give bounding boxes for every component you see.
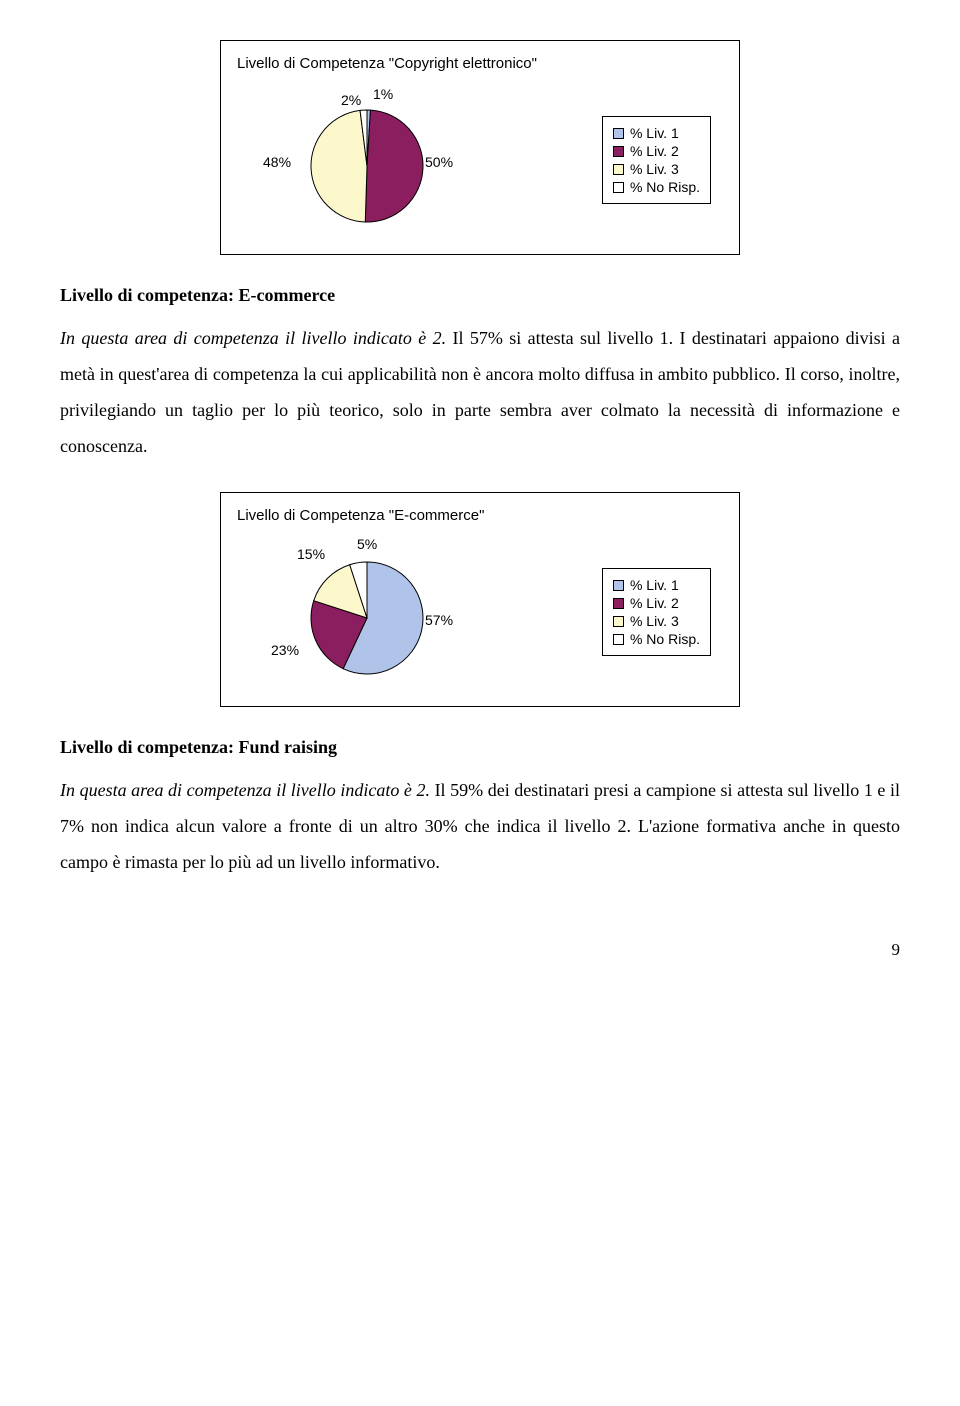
legend-row: % Liv. 1 (613, 125, 700, 141)
page-number: 9 (60, 940, 900, 960)
legend-swatch (613, 164, 624, 175)
legend-label: % No Risp. (630, 631, 700, 647)
pie-data-label: 50% (425, 154, 453, 170)
chart-body: 1%2%50%48% % Liv. 1% Liv. 2% Liv. 3% No … (237, 90, 723, 230)
pie-data-label: 2% (341, 92, 361, 108)
pie-data-label: 57% (425, 612, 453, 628)
legend-swatch (613, 580, 624, 591)
legend-row: % Liv. 1 (613, 577, 700, 593)
lead-sentence: In questa area di competenza il livello … (60, 328, 446, 348)
legend-row: % Liv. 3 (613, 613, 700, 629)
legend-label: % Liv. 1 (630, 125, 679, 141)
legend-label: % Liv. 2 (630, 143, 679, 159)
legend-1: % Liv. 1 % Liv. 2 % Liv. 3 % No Risp. (602, 116, 711, 204)
legend-swatch (613, 128, 624, 139)
legend-swatch (613, 146, 624, 157)
legend-swatch (613, 182, 624, 193)
pie-slice (311, 110, 367, 222)
legend-label: % Liv. 2 (630, 595, 679, 611)
legend-row: % Liv. 3 (613, 161, 700, 177)
section-heading-ecommerce: Livello di competenza: E-commerce (60, 285, 900, 306)
legend-row: % No Risp. (613, 631, 700, 647)
section-paragraph-ecommerce: In questa area di competenza il livello … (60, 320, 900, 464)
pie-slice (365, 110, 423, 222)
legend-swatch (613, 616, 624, 627)
legend-label: % Liv. 1 (630, 577, 679, 593)
legend-row: % Liv. 2 (613, 595, 700, 611)
section-heading-fundraising: Livello di competenza: Fund raising (60, 737, 900, 758)
legend-swatch (613, 634, 624, 645)
pie-data-label: 23% (271, 642, 299, 658)
legend-2: % Liv. 1 % Liv. 2 % Liv. 3 % No Risp. (602, 568, 711, 656)
pie-data-label: 5% (357, 536, 377, 552)
legend-row: % Liv. 2 (613, 143, 700, 159)
legend-label: % Liv. 3 (630, 613, 679, 629)
legend-swatch (613, 598, 624, 609)
pie-wrap-2: 5%15%23%57% (277, 542, 457, 682)
chart-body: 5%15%23%57% % Liv. 1 % Liv. 2 % Liv. 3 % No… (237, 542, 723, 682)
chart-ecommerce: Livello di Competenza "E-commerce" 5%15%… (220, 492, 740, 707)
legend-label: % Liv. 3 (630, 161, 679, 177)
pie-data-label: 15% (297, 546, 325, 562)
chart-title: Livello di Competenza "E-commerce" (237, 507, 723, 524)
legend-label: % No Risp. (630, 179, 700, 195)
section-paragraph-fundraising: In questa area di competenza il livello … (60, 772, 900, 880)
pie-data-label: 1% (373, 86, 393, 102)
lead-sentence: In questa area di competenza il livello … (60, 780, 430, 800)
legend-row: % No Risp. (613, 179, 700, 195)
pie-wrap-1: 1%2%50%48% (277, 90, 457, 230)
chart-title: Livello di Competenza "Copyright elettro… (237, 55, 723, 72)
chart-copyright: Livello di Competenza "Copyright elettro… (220, 40, 740, 255)
pie-data-label: 48% (263, 154, 291, 170)
